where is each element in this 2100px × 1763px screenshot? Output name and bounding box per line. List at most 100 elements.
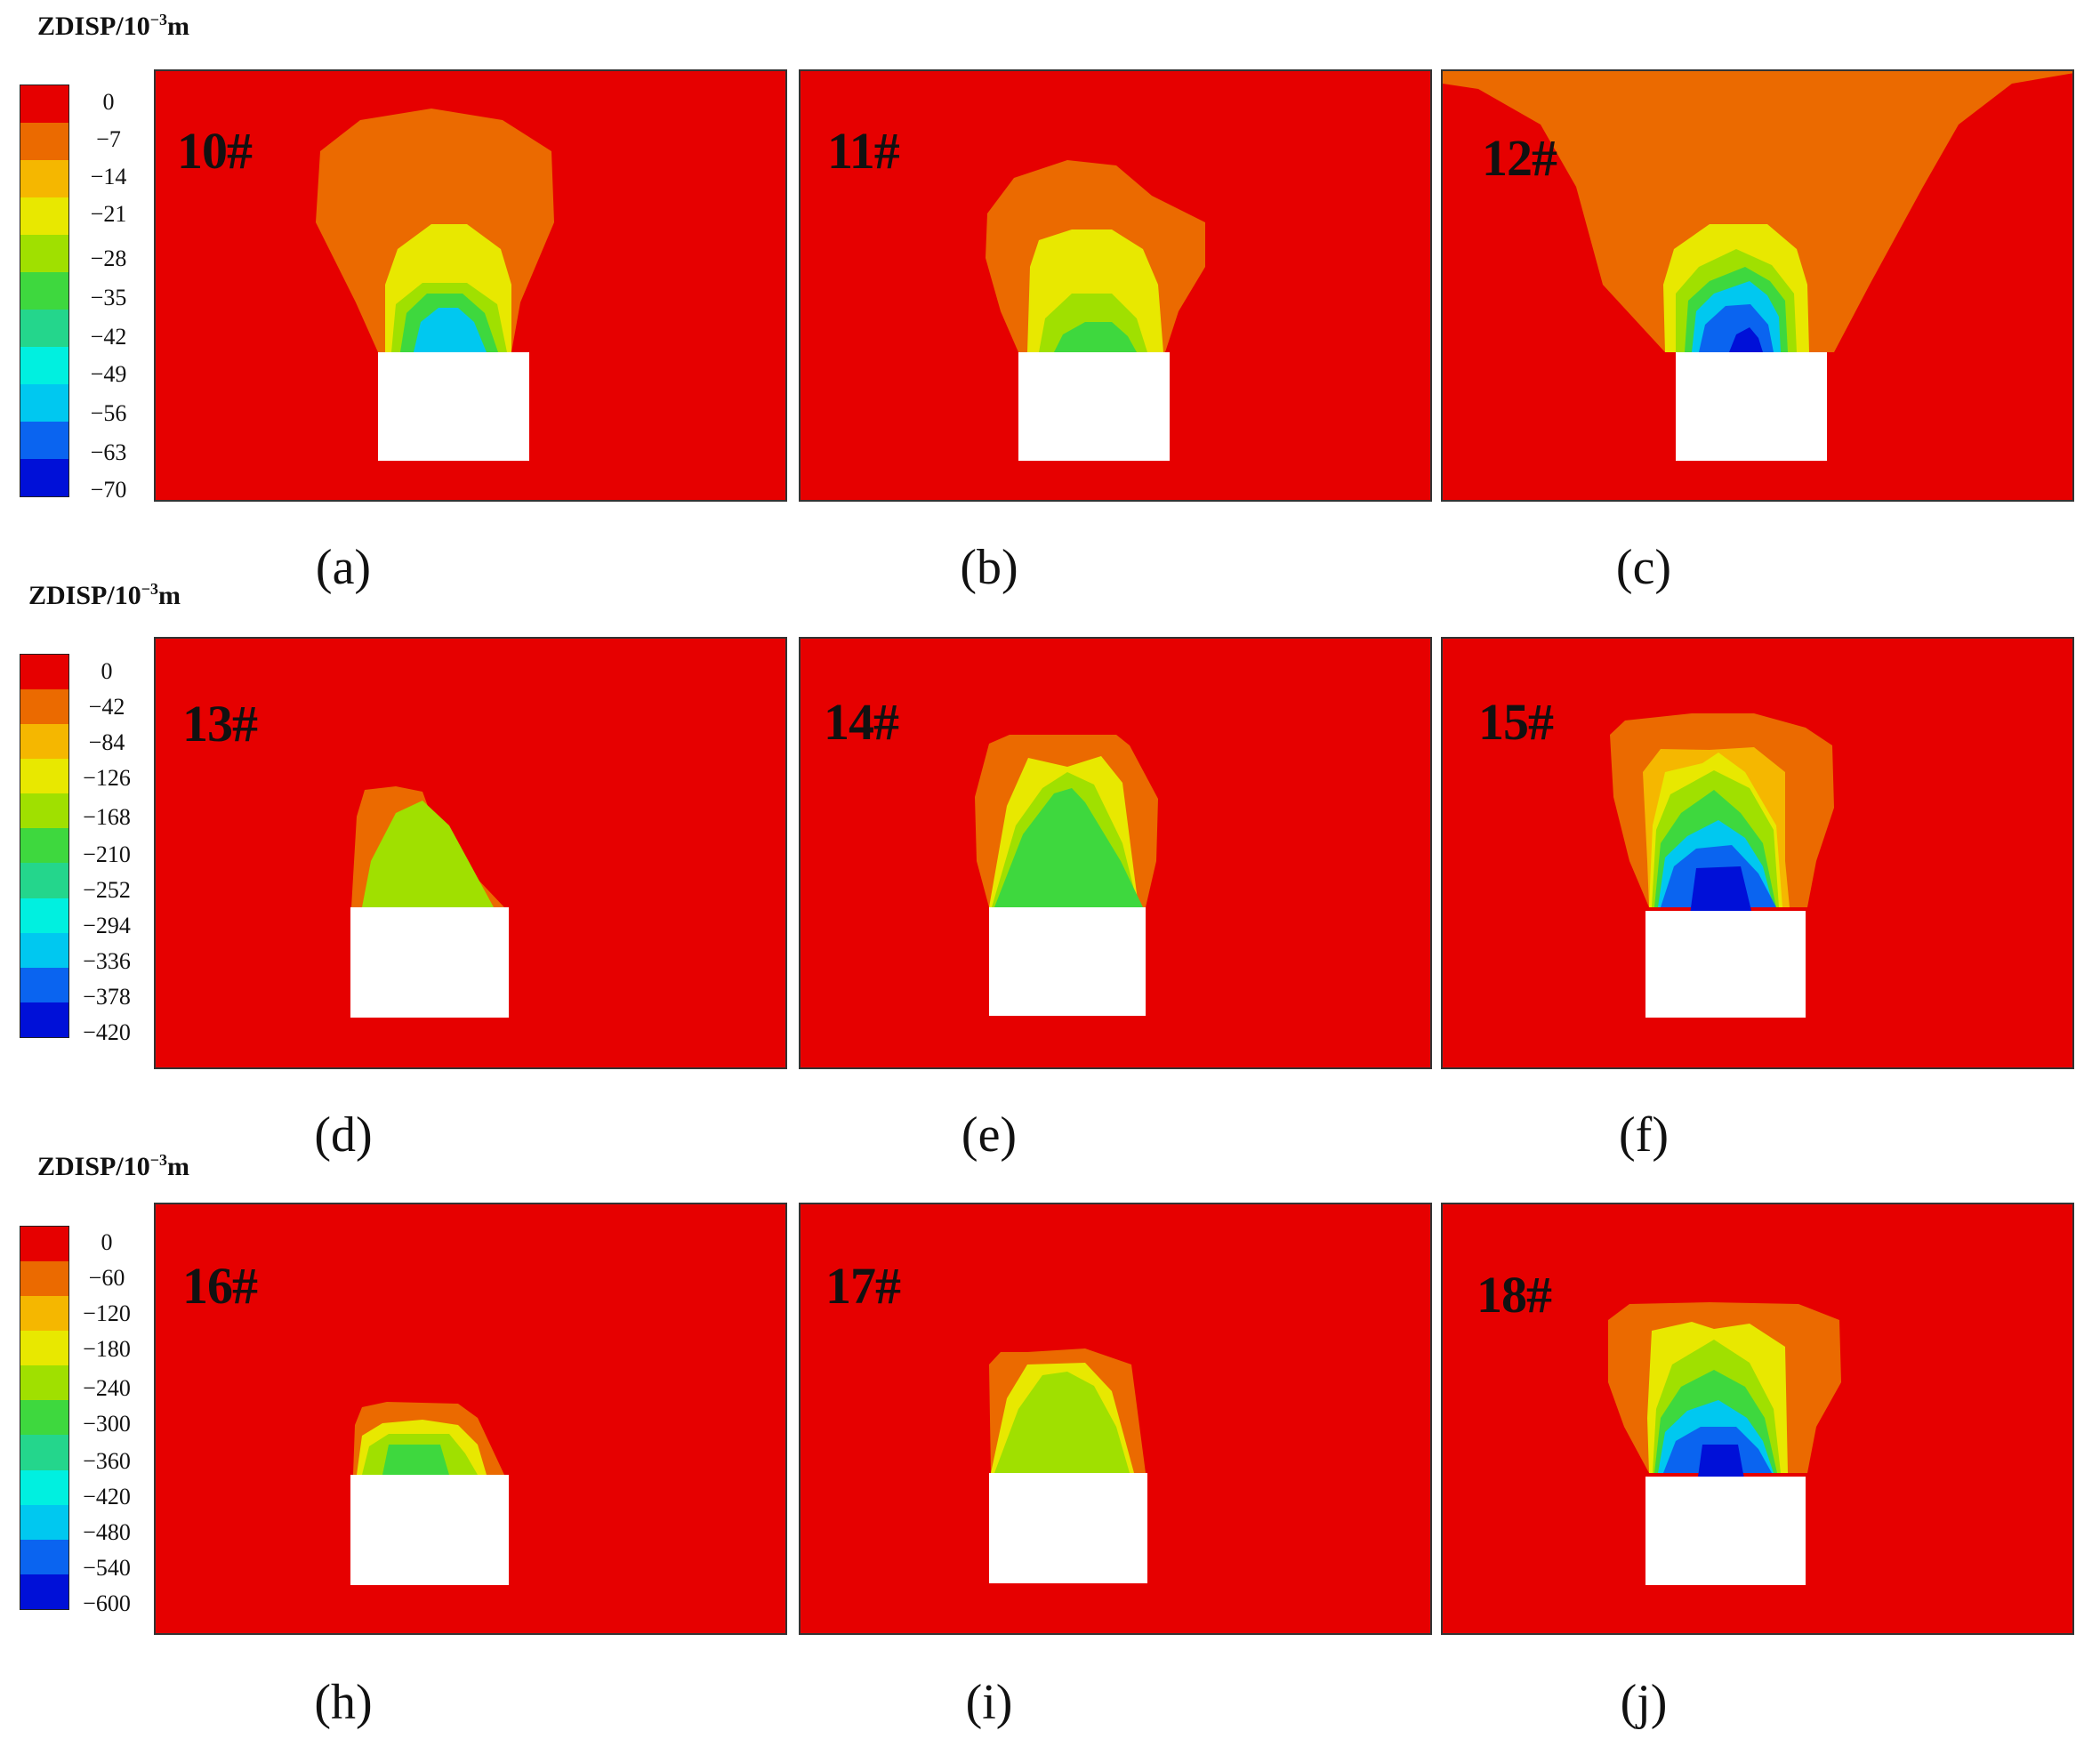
contour-panel-11: 11# — [799, 69, 1432, 502]
colorbar-swatch — [20, 235, 68, 272]
legend-1-tick: −28 — [90, 246, 127, 271]
caption-b: (b) — [960, 540, 1018, 595]
legend-2-tick: −336 — [83, 948, 131, 974]
colorbar-swatch — [20, 1469, 68, 1505]
legend-1-tick: −42 — [90, 324, 127, 350]
panel-label: 16# — [182, 1257, 258, 1315]
legend-title-2: ZDISP/10−3m — [28, 580, 181, 610]
legend-3-tick: −180 — [83, 1336, 131, 1362]
legend-3-tick: −420 — [83, 1484, 131, 1509]
contour-panel-10: 10# — [154, 69, 787, 502]
caption-a: (a) — [315, 540, 372, 595]
colorbar-swatch — [20, 85, 68, 123]
colorbar-swatch — [20, 310, 68, 347]
legend-2-tick: 0 — [101, 658, 113, 684]
caption-j: (j) — [1620, 1675, 1668, 1730]
colorbar-swatch — [20, 459, 68, 496]
colorbar-swatch — [20, 347, 68, 384]
contour-plot — [350, 1402, 509, 1585]
legend-3-tick: −600 — [83, 1590, 131, 1616]
legend-2-tick: −126 — [83, 765, 131, 791]
panel-label: 18# — [1476, 1266, 1552, 1324]
legend-2-tick: −420 — [83, 1019, 131, 1045]
colorbar-swatch — [20, 828, 68, 864]
colorbar-swatch — [20, 655, 68, 690]
legend-1-tick: −21 — [90, 201, 127, 227]
legend-3-tick: −540 — [83, 1555, 131, 1581]
legend-2-tick: −252 — [83, 877, 131, 903]
legend-title-3: ZDISP/10−3m — [37, 1151, 189, 1181]
caption-d: (d) — [314, 1107, 373, 1163]
contour-plot — [316, 109, 554, 461]
colorbar-swatch — [20, 967, 68, 1002]
colorbar-swatch — [20, 197, 68, 235]
colorbar-2 — [20, 654, 69, 1038]
contour-panel-14: 14# — [799, 637, 1432, 1069]
contour-plot — [1608, 1302, 1841, 1585]
legend-2-tick: −42 — [88, 694, 125, 720]
colorbar-swatch — [20, 1002, 68, 1037]
legend-1-tick: −63 — [90, 439, 127, 465]
colorbar-swatch — [20, 1400, 68, 1436]
colorbar-swatch — [20, 759, 68, 794]
contour-plot — [1443, 71, 2072, 461]
colorbar-swatch — [20, 689, 68, 725]
legend-2-tick: −84 — [88, 729, 125, 755]
legend-2-tick: −168 — [83, 804, 131, 830]
legend-1-tick: −14 — [90, 164, 127, 189]
legend-3-tick: 0 — [101, 1229, 113, 1255]
legend-2-tick: −294 — [83, 913, 131, 938]
legend-3-tick: −300 — [83, 1411, 131, 1437]
legend-3-tick: −360 — [83, 1448, 131, 1474]
colorbar-swatch — [20, 1331, 68, 1366]
colorbar-swatch — [20, 793, 68, 829]
contour-plot — [986, 160, 1205, 461]
colorbar-swatch — [20, 1296, 68, 1332]
contour-panel-16: 16# — [154, 1203, 787, 1635]
colorbar-swatch — [20, 272, 68, 310]
contour-plot — [989, 1348, 1147, 1583]
legend-3-tick: −120 — [83, 1300, 131, 1326]
legend-1-tick: −35 — [90, 285, 127, 310]
panel-label: 15# — [1478, 693, 1554, 751]
panel-label: 14# — [824, 693, 899, 751]
colorbar-swatch — [20, 160, 68, 197]
panel-label: 11# — [827, 122, 900, 180]
caption-e: (e) — [961, 1107, 1018, 1163]
legend-1-tick: −7 — [96, 126, 121, 152]
contour-panel-18: 18# — [1441, 1203, 2074, 1635]
contour-plot — [350, 786, 509, 1018]
colorbar-swatch — [20, 1539, 68, 1574]
legend-2-tick: −378 — [83, 984, 131, 1010]
colorbar-swatch — [20, 1574, 68, 1609]
legend-3-tick: −480 — [83, 1519, 131, 1545]
legend-title-1: ZDISP/10−3m — [37, 11, 189, 41]
colorbar-swatch — [20, 1435, 68, 1470]
colorbar-swatch — [20, 724, 68, 760]
legend-1-tick: −49 — [90, 361, 127, 387]
legend-1-tick: −70 — [90, 477, 127, 503]
legend-3-tick: −240 — [83, 1375, 131, 1401]
contour-panel-12: 12# — [1441, 69, 2074, 502]
panel-label: 17# — [825, 1257, 901, 1315]
contour-panel-13: 13# — [154, 637, 787, 1069]
caption-h: (h) — [314, 1675, 373, 1730]
legend-1-tick: 0 — [102, 89, 115, 115]
panel-label: 13# — [182, 695, 258, 753]
colorbar-swatch — [20, 1504, 68, 1540]
colorbar-swatch — [20, 384, 68, 422]
contour-panel-17: 17# — [799, 1203, 1432, 1635]
caption-f: (f) — [1619, 1107, 1669, 1163]
colorbar-swatch — [20, 863, 68, 898]
contour-plot — [1610, 713, 1834, 1018]
colorbar-swatch — [20, 932, 68, 968]
legend-3-tick: −60 — [88, 1265, 125, 1291]
caption-i: (i) — [965, 1675, 1013, 1730]
legend-1-tick: −56 — [90, 400, 127, 426]
panel-label: 12# — [1482, 129, 1557, 187]
legend-2-tick: −210 — [83, 841, 131, 867]
colorbar-swatch — [20, 1365, 68, 1401]
colorbar-swatch — [20, 422, 68, 459]
colorbar-swatch — [20, 1261, 68, 1297]
colorbar-swatch — [20, 1227, 68, 1262]
